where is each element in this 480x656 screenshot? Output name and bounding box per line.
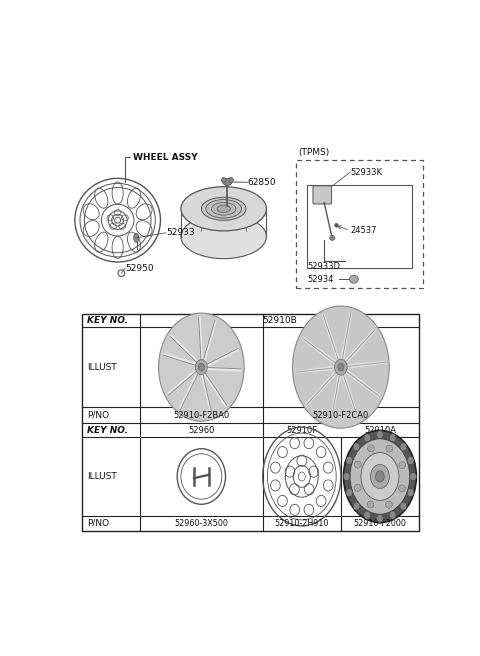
Ellipse shape — [338, 363, 344, 371]
Polygon shape — [343, 375, 359, 420]
Ellipse shape — [211, 203, 236, 215]
Ellipse shape — [217, 205, 230, 213]
Ellipse shape — [292, 306, 389, 428]
Ellipse shape — [335, 223, 338, 227]
Ellipse shape — [181, 215, 266, 258]
Polygon shape — [202, 375, 212, 415]
Polygon shape — [346, 329, 375, 362]
Ellipse shape — [410, 472, 417, 481]
Ellipse shape — [371, 464, 389, 489]
Polygon shape — [348, 361, 386, 368]
Text: WHEEL ASSY: WHEEL ASSY — [132, 152, 197, 161]
FancyBboxPatch shape — [296, 159, 423, 289]
Ellipse shape — [399, 485, 406, 492]
Text: (TPMS): (TPMS) — [298, 148, 329, 157]
Text: 24537: 24537 — [350, 226, 377, 235]
FancyBboxPatch shape — [313, 186, 332, 204]
Text: 52910-F2BA0: 52910-F2BA0 — [173, 411, 229, 420]
Ellipse shape — [330, 236, 335, 240]
Ellipse shape — [400, 443, 407, 451]
Polygon shape — [204, 373, 227, 407]
Ellipse shape — [353, 502, 360, 510]
Polygon shape — [330, 376, 340, 422]
Ellipse shape — [386, 445, 393, 452]
Ellipse shape — [335, 359, 347, 375]
Ellipse shape — [350, 439, 410, 514]
Polygon shape — [168, 370, 196, 395]
Text: 62850: 62850 — [248, 178, 276, 187]
Text: KEY NO.: KEY NO. — [87, 426, 128, 435]
Ellipse shape — [181, 187, 266, 231]
Polygon shape — [163, 353, 195, 365]
Text: 52910-F2000: 52910-F2000 — [353, 519, 407, 527]
Text: 52910B: 52910B — [262, 316, 297, 325]
Ellipse shape — [158, 313, 244, 421]
Text: P/NO: P/NO — [87, 519, 109, 527]
Ellipse shape — [375, 471, 384, 482]
Ellipse shape — [399, 462, 406, 468]
Ellipse shape — [361, 453, 399, 501]
Ellipse shape — [367, 501, 374, 508]
Text: 52910-2H910: 52910-2H910 — [275, 519, 329, 527]
Text: ILLUST: ILLUST — [87, 472, 117, 481]
Ellipse shape — [202, 197, 246, 220]
Text: 52960-3X500: 52960-3X500 — [174, 519, 228, 527]
Ellipse shape — [344, 430, 416, 523]
Text: 52910A: 52910A — [364, 426, 396, 435]
Ellipse shape — [206, 199, 241, 218]
Polygon shape — [208, 367, 240, 371]
Text: 52933: 52933 — [166, 228, 195, 237]
Polygon shape — [302, 337, 335, 363]
Polygon shape — [307, 372, 336, 405]
Ellipse shape — [407, 489, 414, 497]
Polygon shape — [180, 373, 198, 409]
Ellipse shape — [195, 359, 207, 375]
Ellipse shape — [389, 434, 396, 442]
Text: 52934: 52934 — [307, 275, 334, 284]
Text: 52910F: 52910F — [286, 426, 317, 435]
Ellipse shape — [364, 511, 371, 520]
Polygon shape — [296, 367, 334, 373]
Polygon shape — [207, 348, 239, 366]
Ellipse shape — [354, 484, 361, 491]
Ellipse shape — [198, 363, 204, 371]
Text: 52910-F2CA0: 52910-F2CA0 — [313, 411, 369, 420]
Polygon shape — [341, 312, 351, 359]
Ellipse shape — [349, 276, 359, 283]
Text: 52933K: 52933K — [350, 168, 382, 176]
Ellipse shape — [385, 501, 392, 508]
Text: 52960: 52960 — [188, 426, 215, 435]
Polygon shape — [199, 318, 202, 359]
Ellipse shape — [354, 461, 361, 468]
Ellipse shape — [377, 514, 383, 522]
Ellipse shape — [407, 457, 414, 464]
Text: 52933D: 52933D — [307, 262, 340, 271]
Ellipse shape — [368, 445, 374, 452]
Bar — [307, 185, 411, 268]
Polygon shape — [323, 315, 339, 359]
Bar — [83, 314, 419, 531]
Text: 52950: 52950 — [125, 264, 154, 273]
Ellipse shape — [221, 178, 226, 182]
Ellipse shape — [346, 489, 353, 497]
Polygon shape — [204, 320, 216, 360]
Polygon shape — [170, 335, 197, 362]
Ellipse shape — [377, 430, 383, 439]
Ellipse shape — [364, 434, 371, 442]
Ellipse shape — [400, 502, 407, 510]
Ellipse shape — [389, 511, 396, 520]
Text: KEY NO.: KEY NO. — [87, 316, 128, 325]
Ellipse shape — [133, 234, 139, 242]
Ellipse shape — [353, 443, 360, 451]
Polygon shape — [347, 371, 380, 397]
Ellipse shape — [346, 457, 353, 464]
Text: P/NO: P/NO — [87, 411, 109, 420]
Ellipse shape — [223, 178, 232, 186]
Ellipse shape — [229, 178, 233, 182]
Ellipse shape — [343, 472, 350, 481]
Text: ILLUST: ILLUST — [87, 363, 117, 372]
